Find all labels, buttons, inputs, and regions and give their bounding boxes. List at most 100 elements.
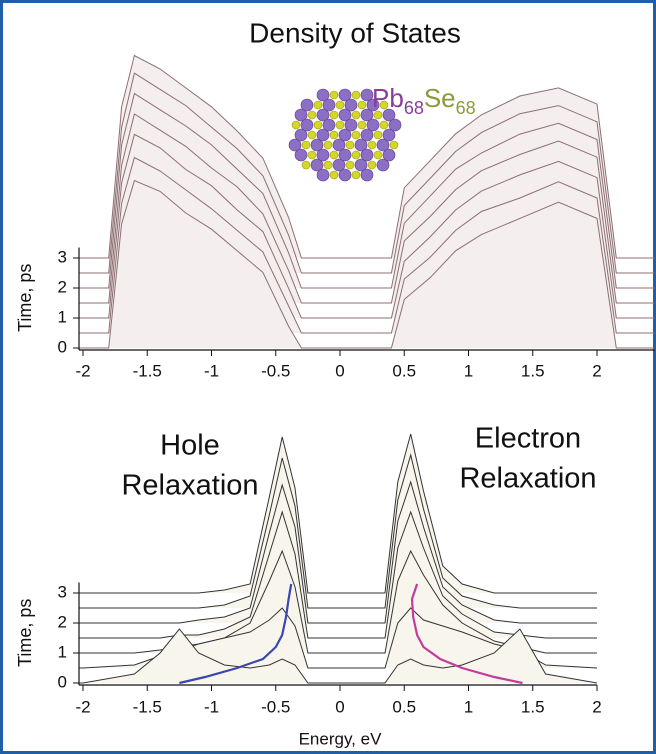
atom — [345, 140, 355, 150]
x-tick-label: -1.5 — [133, 697, 162, 716]
trace — [83, 92, 655, 289]
atom — [332, 158, 346, 172]
atom — [388, 118, 402, 132]
atom — [316, 108, 330, 122]
x-tick-label: 1.5 — [521, 361, 545, 380]
atom — [300, 118, 314, 132]
atom — [335, 100, 345, 110]
atom — [379, 120, 389, 130]
atom — [338, 148, 352, 162]
atom — [300, 98, 314, 112]
relaxation-line — [179, 583, 293, 685]
atom — [360, 148, 374, 162]
x-tick-label: -1.5 — [133, 361, 162, 380]
atom — [357, 120, 367, 130]
atom — [288, 138, 302, 152]
y-tick-label: 1 — [58, 307, 67, 326]
atom — [329, 130, 339, 140]
x-tick-label: 2 — [592, 361, 601, 380]
atom — [354, 138, 368, 152]
formula: Pb68Se68 — [372, 83, 476, 118]
atom — [382, 128, 396, 142]
y-tick-label: 0 — [58, 672, 67, 691]
trace — [83, 433, 597, 594]
atom — [329, 170, 339, 180]
y-axis-label: Time, ps — [15, 599, 35, 667]
atom — [373, 110, 383, 120]
atom — [357, 100, 367, 110]
trace — [82, 628, 598, 684]
atom — [316, 168, 330, 182]
atom — [351, 150, 361, 160]
atom — [307, 150, 317, 160]
trace — [83, 54, 655, 259]
annotation: Relaxation — [121, 470, 258, 502]
atom — [338, 108, 352, 122]
atom — [316, 88, 330, 102]
atom — [316, 128, 330, 142]
atom — [376, 138, 390, 152]
y-tick-label: 0 — [58, 337, 67, 356]
atom — [345, 160, 355, 170]
y-tick-label: 2 — [58, 612, 67, 631]
y-tick-label: 3 — [58, 582, 67, 601]
atom — [373, 150, 383, 160]
atom — [332, 138, 346, 152]
x-tick-label: -2 — [75, 361, 90, 380]
atom — [389, 140, 399, 150]
atom — [382, 148, 396, 162]
atom — [307, 130, 317, 140]
atom — [310, 158, 324, 172]
annotation: Relaxation — [459, 463, 596, 495]
formula-part: 68 — [404, 98, 424, 118]
atom — [382, 108, 396, 122]
trace-fill — [83, 551, 597, 653]
atom — [329, 90, 339, 100]
x-tick-label: -1 — [204, 697, 219, 716]
atom — [338, 128, 352, 142]
y-tick-label: 1 — [58, 642, 67, 661]
formula-part: Se — [424, 83, 456, 113]
atom — [301, 160, 311, 170]
atom — [366, 118, 380, 132]
atom — [294, 148, 308, 162]
atom — [351, 170, 361, 180]
atom — [360, 168, 374, 182]
atom — [313, 100, 323, 110]
atom — [335, 120, 345, 130]
trace — [83, 156, 655, 334]
x-tick-label: 0.5 — [392, 361, 416, 380]
relaxation-line — [410, 583, 523, 685]
atom — [301, 140, 311, 150]
y-tick-label: 3 — [58, 247, 67, 266]
nanocrystal-image — [288, 88, 402, 182]
atom — [291, 120, 301, 130]
atom — [360, 88, 374, 102]
x-tick-label: 1.5 — [521, 697, 545, 716]
x-tick-label: 0.5 — [392, 697, 416, 716]
atom — [376, 158, 390, 172]
atom — [329, 150, 339, 160]
atom — [294, 128, 308, 142]
x-tick-label: -0.5 — [261, 361, 290, 380]
atom — [344, 98, 358, 112]
x-tick-label: 0 — [335, 697, 344, 716]
annotation: Electron — [475, 423, 581, 455]
x-tick-label: -1 — [204, 361, 219, 380]
chart-title: Density of States — [249, 17, 461, 48]
atom — [338, 88, 352, 102]
x-tick-label: -2 — [75, 697, 90, 716]
atom — [373, 130, 383, 140]
trace — [83, 72, 655, 274]
atom — [307, 110, 317, 120]
atom — [360, 128, 374, 142]
x-tick-label: 0 — [335, 361, 344, 380]
atom — [379, 100, 389, 110]
atom — [323, 160, 333, 170]
trace — [83, 453, 597, 609]
atom — [360, 108, 374, 122]
atom — [354, 158, 368, 172]
atom — [322, 118, 336, 132]
